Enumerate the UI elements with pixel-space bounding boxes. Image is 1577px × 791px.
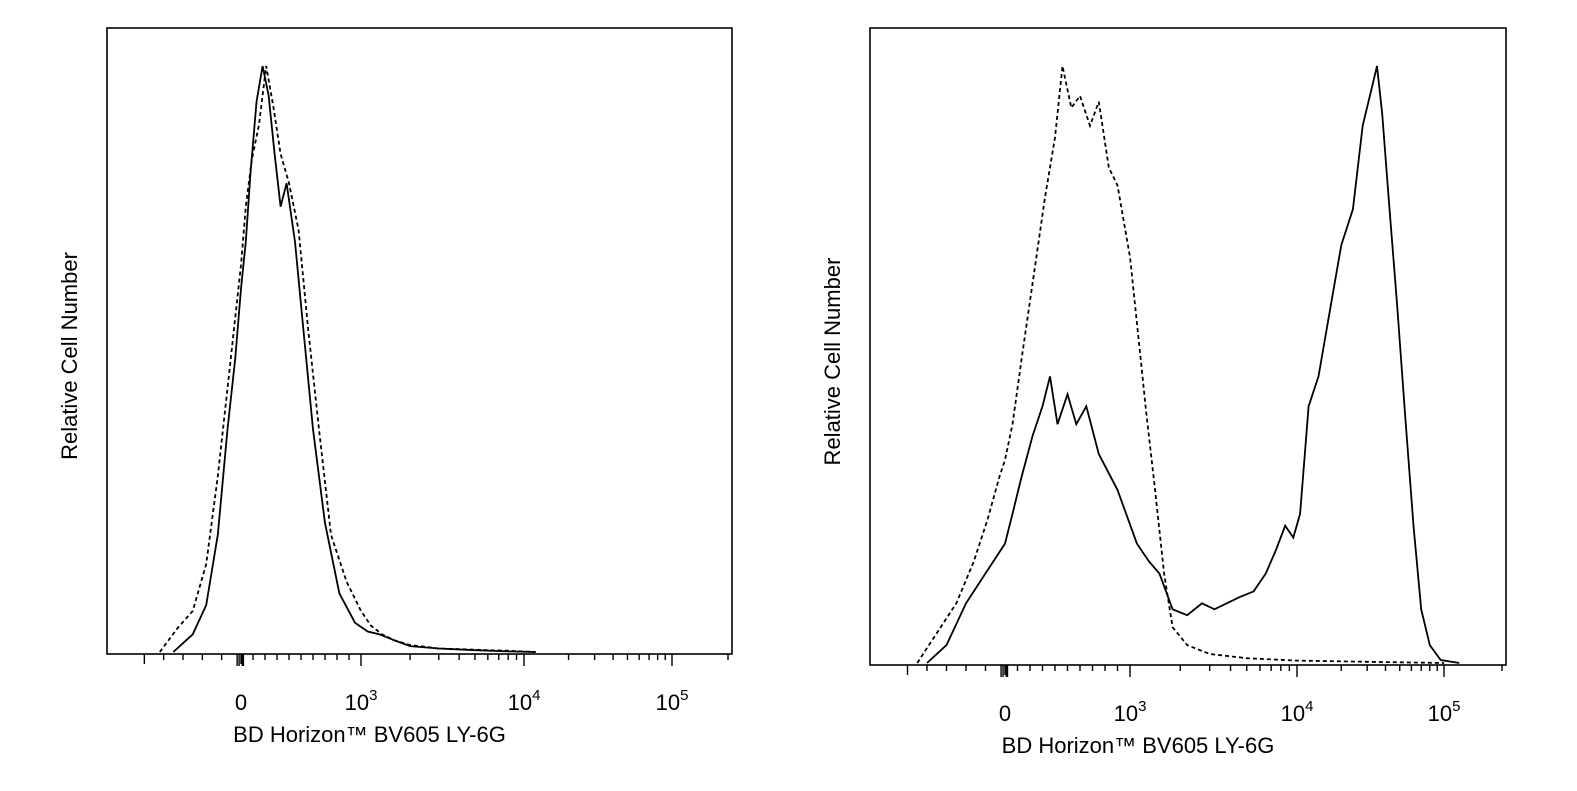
y-axis-title: Relative Cell Number — [57, 252, 82, 460]
stained-histogram-solid — [172, 65, 536, 653]
x-tick-exponent: 4 — [532, 687, 540, 704]
x-tick-exponent: 3 — [1138, 698, 1146, 715]
x-tick-base: 10 — [1281, 701, 1305, 726]
x-tick-exponent: 4 — [1305, 698, 1313, 715]
x-tick-exponent: 5 — [1452, 698, 1460, 715]
x-tick-label: 104 — [508, 687, 541, 715]
x-tick-label: 0 — [235, 690, 247, 715]
x-tick-label: 103 — [1114, 698, 1147, 726]
plot-frame — [106, 27, 733, 655]
y-axis-title: Relative Cell Number — [820, 258, 845, 466]
x-axis-ticks — [906, 665, 1503, 677]
x-tick-exponent: 3 — [369, 687, 377, 704]
plot-frame — [869, 27, 1507, 666]
control-histogram-dashed — [159, 65, 536, 653]
x-tick-base: 0 — [999, 701, 1011, 726]
x-axis-ticks — [143, 654, 729, 666]
x-tick-label: 0 — [999, 701, 1011, 726]
x-tick-base: 10 — [508, 690, 532, 715]
x-tick-base: 0 — [235, 690, 247, 715]
x-tick-label: 104 — [1281, 698, 1314, 726]
x-tick-base: 10 — [656, 690, 680, 715]
x-tick-exponent: 5 — [680, 687, 688, 704]
stained-histogram-solid — [926, 65, 1460, 664]
x-tick-base: 10 — [1428, 701, 1452, 726]
x-axis-title: BD Horizon™ BV605 LY-6G — [1002, 733, 1275, 758]
control-histogram-dashed — [916, 65, 1445, 664]
x-axis-title: BD Horizon™ BV605 LY-6G — [233, 722, 506, 747]
x-tick-label: 105 — [1428, 698, 1461, 726]
x-tick-base: 10 — [1114, 701, 1138, 726]
x-tick-label: 105 — [656, 687, 689, 715]
x-tick-label: 103 — [345, 687, 378, 715]
x-tick-base: 10 — [345, 690, 369, 715]
